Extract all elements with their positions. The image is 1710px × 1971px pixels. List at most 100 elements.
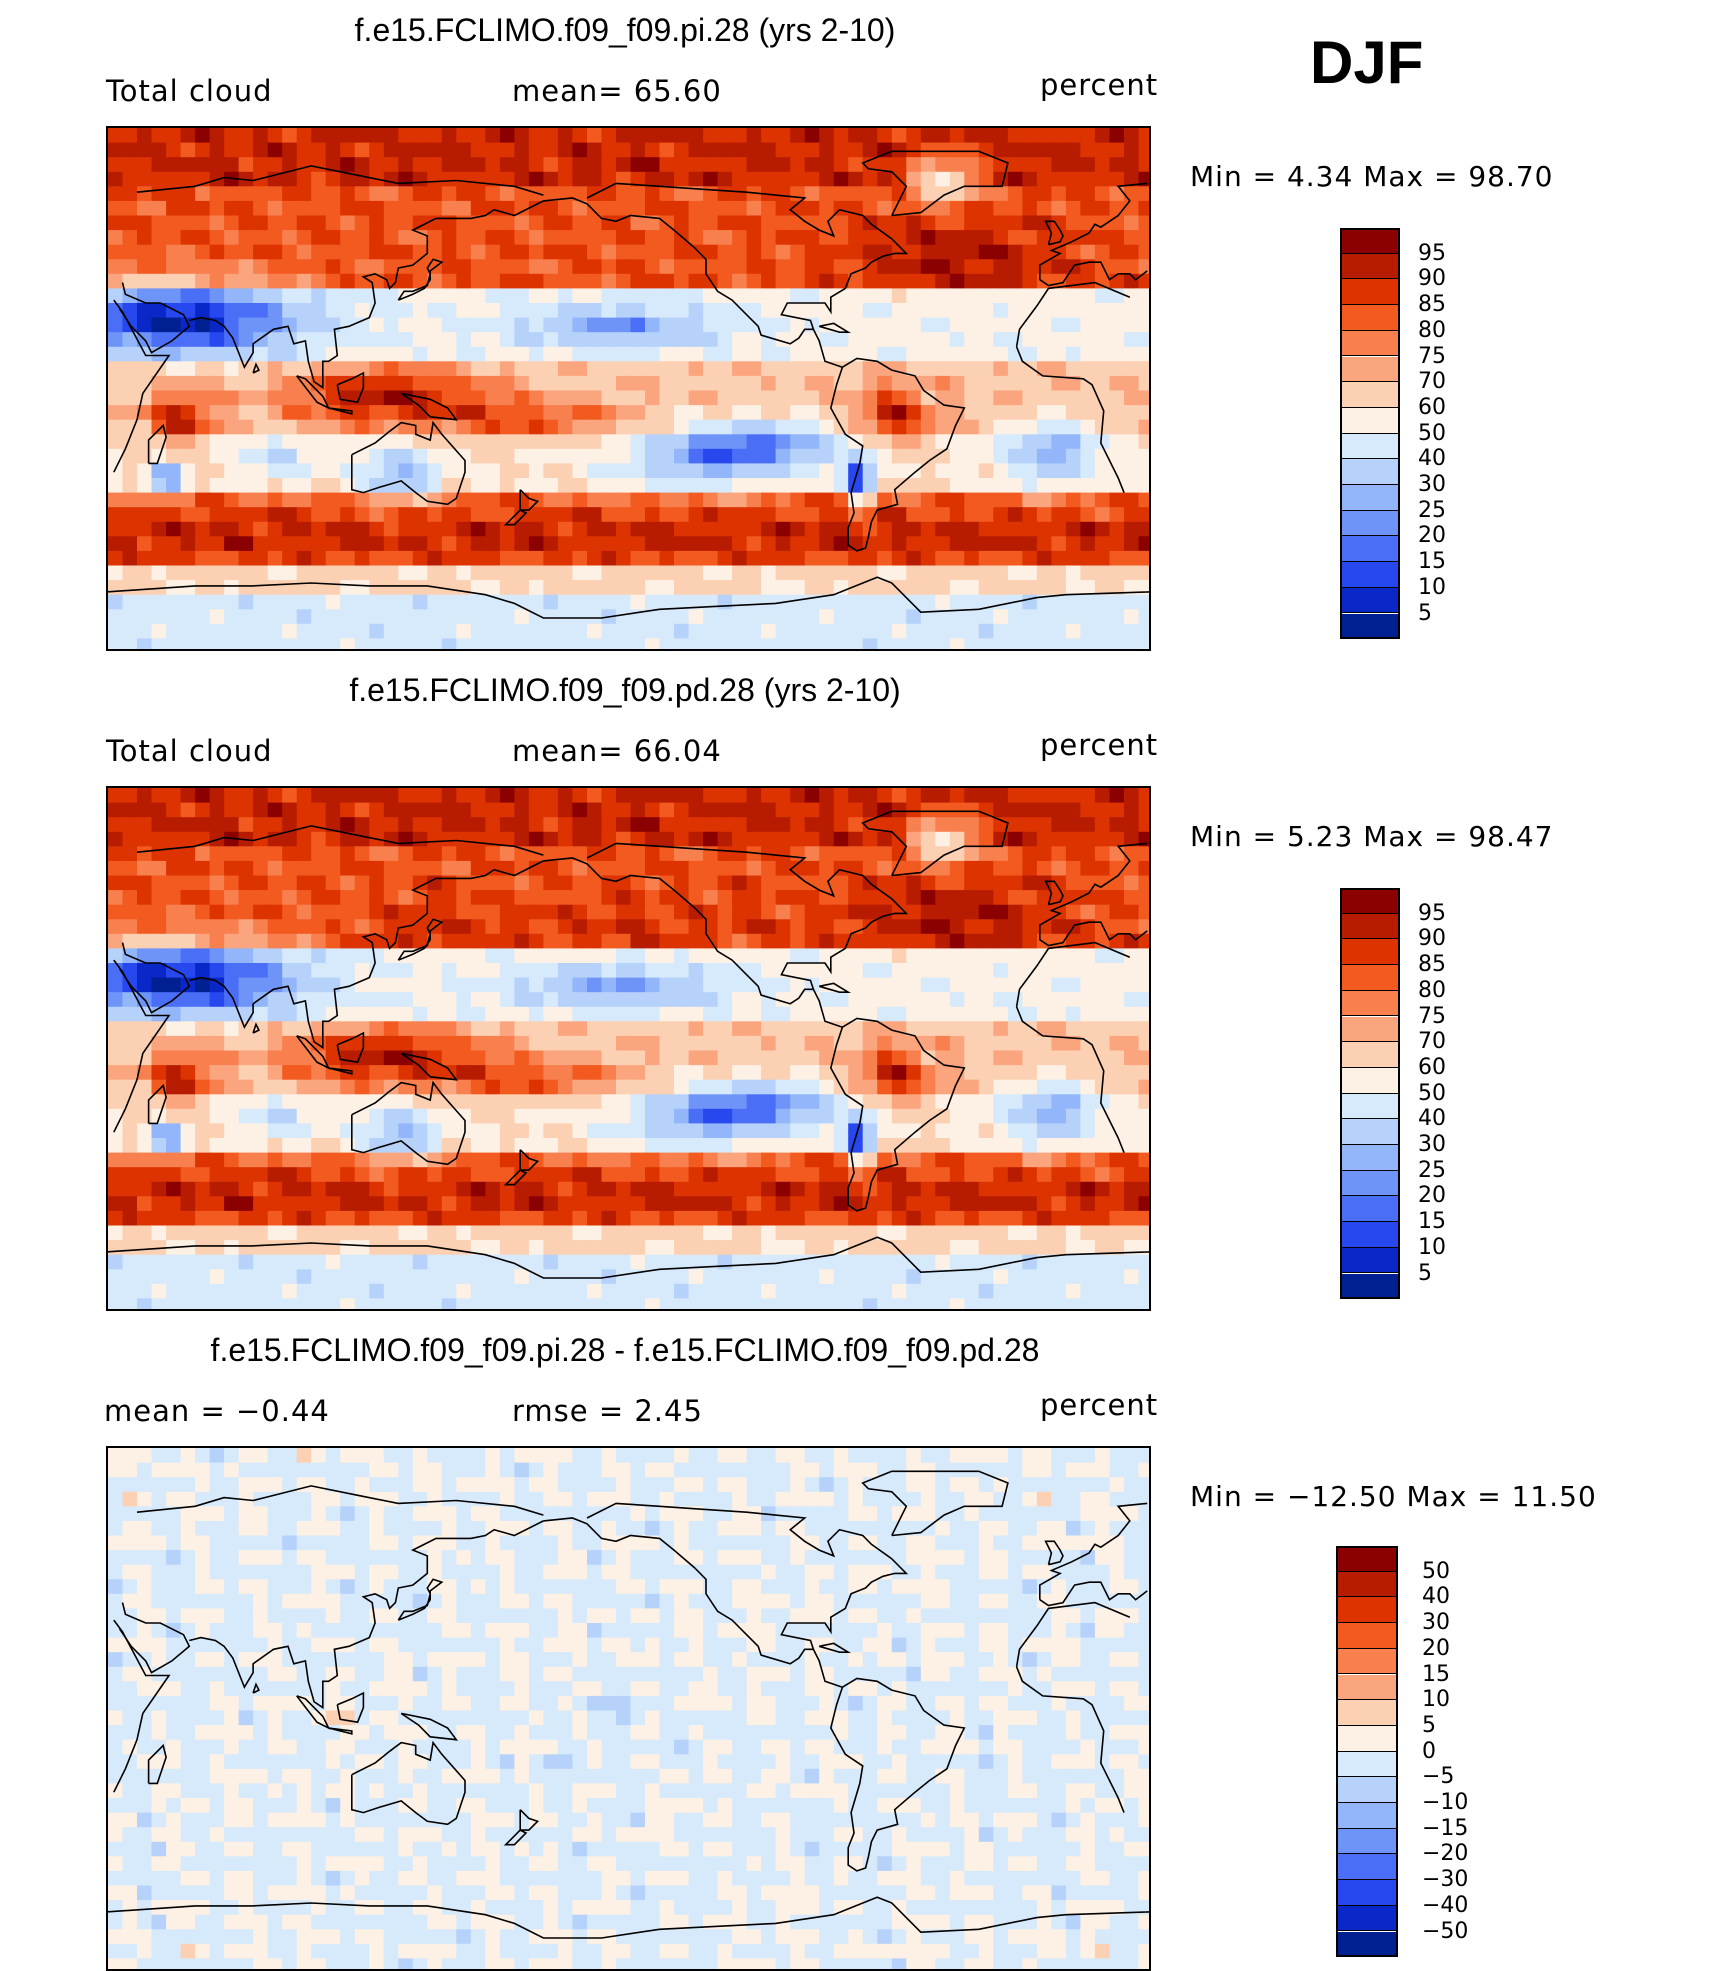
colorbar-tick-label: 25 bbox=[1418, 1160, 1446, 1182]
colorbar-tick-label: 50 bbox=[1422, 1561, 1450, 1583]
colorbar-tick-label: −20 bbox=[1422, 1843, 1468, 1865]
panel-2-title: f.e15.FCLIMO.f09_f09.pd.28 (yrs 2-10) bbox=[0, 672, 1250, 709]
colorbar-tick-label: 60 bbox=[1418, 1057, 1446, 1079]
colorbar-swatch bbox=[1340, 914, 1400, 940]
colorbar-tick-label: −15 bbox=[1422, 1818, 1468, 1840]
colorbar-tick-label: 20 bbox=[1418, 1185, 1446, 1207]
colorbar-swatch bbox=[1340, 485, 1400, 511]
colorbar-tick-label: 95 bbox=[1418, 243, 1446, 265]
panel-2-mean-label: mean= 66.04 bbox=[512, 734, 722, 768]
colorbar-tick-label: 90 bbox=[1418, 928, 1446, 950]
colorbar-tick-label: −5 bbox=[1422, 1766, 1454, 1788]
colorbar-tick-label: 20 bbox=[1418, 525, 1446, 547]
panel-2-variable-label: Total cloud bbox=[106, 734, 272, 768]
colorbar-swatch bbox=[1336, 1777, 1398, 1803]
colorbar-tick-label: 90 bbox=[1418, 268, 1446, 290]
colorbar-tick-label: 70 bbox=[1418, 1031, 1446, 1053]
colorbar-tick-label: −50 bbox=[1422, 1921, 1468, 1943]
colorbar-swatch bbox=[1336, 1880, 1398, 1906]
colorbar-tick-label: 10 bbox=[1418, 1237, 1446, 1259]
colorbar-swatch bbox=[1336, 1700, 1398, 1726]
colorbar-swatch bbox=[1340, 228, 1400, 254]
colorbar-swatch bbox=[1340, 614, 1400, 640]
colorbar-swatch bbox=[1340, 382, 1400, 408]
colorbar-swatch bbox=[1340, 1222, 1400, 1248]
colorbar-tick-label: 75 bbox=[1418, 1006, 1446, 1028]
colorbar-swatch bbox=[1336, 1906, 1398, 1932]
colorbar-tick-label: 50 bbox=[1418, 1083, 1446, 1105]
colorbar-tick-label: 30 bbox=[1418, 474, 1446, 496]
colorbar-swatch bbox=[1340, 408, 1400, 434]
colorbar-swatch bbox=[1336, 1649, 1398, 1675]
colorbar-tick-label: 0 bbox=[1422, 1741, 1436, 1763]
colorbar-tick-label: −30 bbox=[1422, 1869, 1468, 1891]
panel-1-variable-label: Total cloud bbox=[106, 74, 272, 108]
colorbar-swatch bbox=[1340, 588, 1400, 614]
colorbar-swatch bbox=[1336, 1803, 1398, 1829]
colorbar-swatch bbox=[1340, 254, 1400, 280]
colorbar-swatch bbox=[1340, 1196, 1400, 1222]
colorbar-swatch bbox=[1336, 1829, 1398, 1855]
colorbar-swatch bbox=[1340, 1094, 1400, 1120]
colorbar-swatch bbox=[1340, 1145, 1400, 1171]
colorbar-tick-label: 15 bbox=[1422, 1664, 1450, 1686]
panel-1-title: f.e15.FCLIMO.f09_f09.pi.28 (yrs 2-10) bbox=[0, 12, 1250, 49]
colorbar-swatch bbox=[1340, 305, 1400, 331]
colorbar-tick-label: 40 bbox=[1422, 1586, 1450, 1608]
colorbar-swatch bbox=[1340, 1017, 1400, 1043]
season-label: DJF bbox=[1310, 28, 1423, 97]
colorbar-swatch bbox=[1340, 1068, 1400, 1094]
colorbar-swatch bbox=[1336, 1752, 1398, 1778]
colorbar-tick-label: 50 bbox=[1418, 423, 1446, 445]
colorbar-swatch bbox=[1340, 1119, 1400, 1145]
colorbar-tick-label: 85 bbox=[1418, 294, 1446, 316]
colorbar-swatch bbox=[1340, 1248, 1400, 1274]
colorbar-swatch bbox=[1340, 991, 1400, 1017]
colorbar-swatch bbox=[1340, 331, 1400, 357]
panel-2-units-label: percent bbox=[1040, 728, 1158, 762]
colorbar-swatch bbox=[1340, 562, 1400, 588]
colorbar-swatch bbox=[1340, 459, 1400, 485]
panel-1-units-label: percent bbox=[1040, 68, 1158, 102]
colorbar-tick-label: 25 bbox=[1418, 500, 1446, 522]
colorbar-swatch bbox=[1340, 536, 1400, 562]
colorbar-tick-label: 40 bbox=[1418, 1108, 1446, 1130]
colorbar-tick-label: 10 bbox=[1418, 577, 1446, 599]
panel-3-minmax: Min = −12.50 Max = 11.50 bbox=[1190, 1480, 1597, 1513]
colorbar-swatch bbox=[1340, 434, 1400, 460]
colorbar-tick-label: 40 bbox=[1418, 448, 1446, 470]
colorbar-tick-label: 95 bbox=[1418, 903, 1446, 925]
colorbar-swatch bbox=[1340, 888, 1400, 914]
colorbar-swatch bbox=[1340, 1042, 1400, 1068]
colorbar-tick-label: 70 bbox=[1418, 371, 1446, 393]
panel-3-mean-label: mean = −0.44 bbox=[104, 1394, 330, 1428]
colorbar-tick-label: 5 bbox=[1418, 603, 1432, 625]
colorbar-tick-label: 5 bbox=[1418, 1263, 1432, 1285]
panel-2-minmax: Min = 5.23 Max = 98.47 bbox=[1190, 820, 1554, 853]
colorbar-swatch bbox=[1336, 1854, 1398, 1880]
colorbar-swatch bbox=[1340, 965, 1400, 991]
colorbar-tick-label: 75 bbox=[1418, 346, 1446, 368]
colorbar-swatch bbox=[1340, 1171, 1400, 1197]
colorbar-tick-label: 80 bbox=[1418, 980, 1446, 1002]
colorbar-swatch bbox=[1340, 279, 1400, 305]
colorbar-swatch bbox=[1340, 357, 1400, 383]
panel-3-units-label: percent bbox=[1040, 1388, 1158, 1422]
colorbar-tick-label: 15 bbox=[1418, 1211, 1446, 1233]
colorbar-swatch bbox=[1336, 1675, 1398, 1701]
colorbar-tick-label: 5 bbox=[1422, 1715, 1436, 1737]
panel-3-rmse-label: rmse = 2.45 bbox=[512, 1394, 703, 1428]
colorbar-tick-label: 80 bbox=[1418, 320, 1446, 342]
panel-3-title: f.e15.FCLIMO.f09_f09.pi.28 - f.e15.FCLIM… bbox=[0, 1332, 1250, 1369]
colorbar-swatch bbox=[1340, 511, 1400, 537]
colorbar-swatch bbox=[1336, 1572, 1398, 1598]
colorbar-swatch bbox=[1336, 1726, 1398, 1752]
colorbar-swatch bbox=[1336, 1623, 1398, 1649]
panel-2-map bbox=[106, 786, 1151, 1311]
panel-1-minmax: Min = 4.34 Max = 98.70 bbox=[1190, 160, 1554, 193]
colorbar-tick-label: 20 bbox=[1422, 1638, 1450, 1660]
colorbar-swatch bbox=[1340, 1274, 1400, 1300]
colorbar-tick-label: 10 bbox=[1422, 1689, 1450, 1711]
colorbar-swatch bbox=[1340, 939, 1400, 965]
colorbar-tick-label: 15 bbox=[1418, 551, 1446, 573]
